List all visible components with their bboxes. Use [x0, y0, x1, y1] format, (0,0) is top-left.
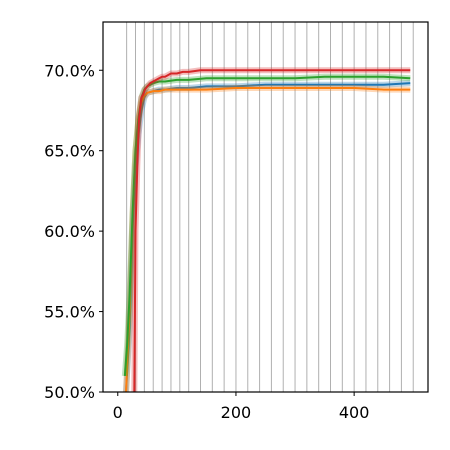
series-line	[123, 75, 411, 376]
plot-frame	[102, 21, 429, 393]
y-tick-label: 60.0%	[44, 222, 95, 241]
series-2	[121, 73, 411, 377]
x-tick-label: 200	[221, 403, 252, 422]
vertical-gridlines	[126, 22, 414, 392]
series-layer	[121, 67, 411, 392]
series-line	[133, 69, 411, 392]
plot-background	[103, 22, 428, 392]
y-tick-label: 50.0%	[44, 383, 95, 402]
x-tick-label: 400	[339, 403, 370, 422]
y-tick-label: 65.0%	[44, 142, 95, 161]
y-tick-label: 55.0%	[44, 303, 95, 322]
x-tick-label: 0	[113, 403, 123, 422]
series-3	[131, 67, 411, 392]
y-axis: 50.0% 55.0% 60.0% 65.0% 70.0%	[44, 61, 103, 402]
x-axis: 0 200 400	[113, 392, 370, 422]
y-tick-label: 70.0%	[44, 61, 95, 80]
